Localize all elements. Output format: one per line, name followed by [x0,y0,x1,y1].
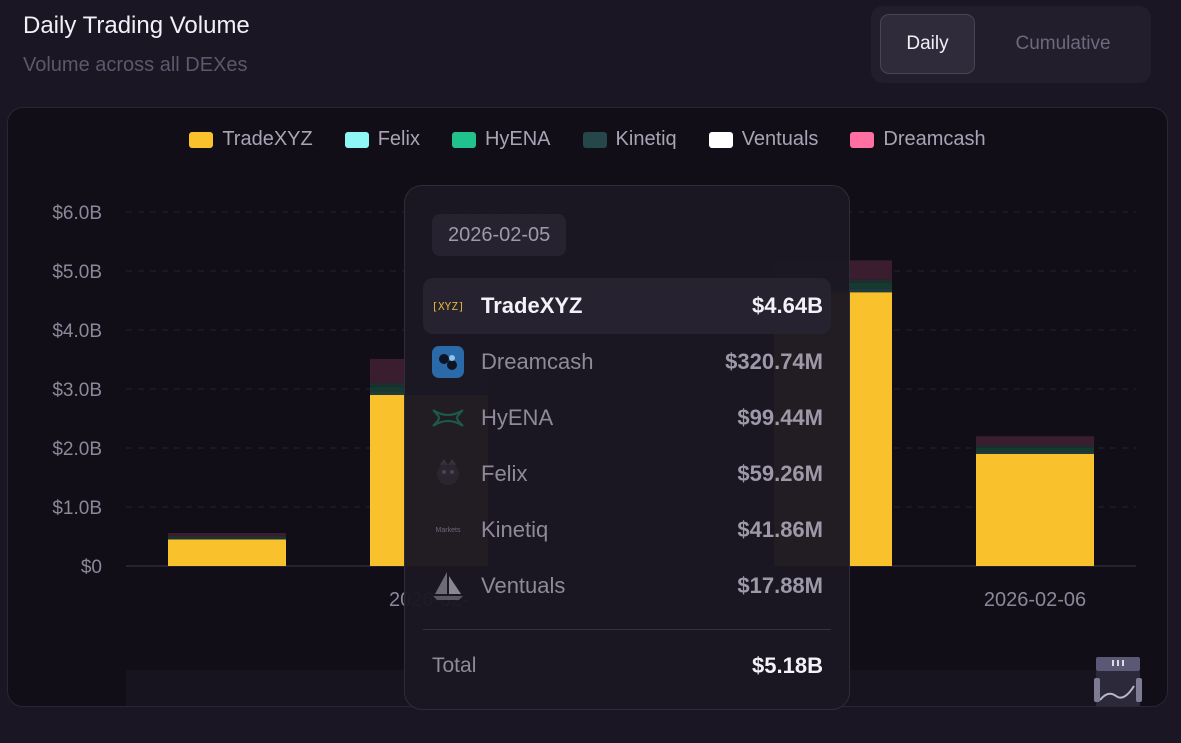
y-tick-label: $2.0B [52,439,102,460]
y-tick-label: $6.0B [52,203,102,224]
legend-swatch [451,131,476,148]
bar-dreamcash-0[interactable] [168,532,286,536]
legend-item-hyena[interactable]: HyENA [451,128,551,151]
tooltip-row-name: Dreamcash [481,349,594,374]
kinetiq-logo-text: Markets [435,526,461,534]
x-tick-label: 2026-02-06 [984,589,1086,611]
tooltip-row-dreamcash: Dreamcash $320.74M [423,334,831,390]
legend-item-dreamcash[interactable]: Dreamcash [850,128,986,151]
ventuals-logo-icon [431,569,465,603]
tooltip-total-label: Total [432,654,477,677]
y-tick-label: $5.0B [52,262,102,283]
page-subtitle: Volume across all DEXes [23,54,248,76]
tooltip-row-name: TradeXYZ [481,293,583,318]
tooltip-total-value: $5.18B [752,653,823,678]
tooltip-row-ventuals: Ventuals $17.88M [423,558,831,614]
tooltip-row-value: $320.74M [725,349,823,374]
bar-tradexyz-4[interactable] [976,453,1094,566]
legend-label: Kinetiq [615,128,677,150]
bar-felix-4[interactable] [976,451,1094,454]
tooltip-row-kinetiq: Markets Kinetiq $41.86M [423,502,831,558]
tradexyz-logo-icon: [XYZ] [431,289,465,323]
tooltip-row-name: Ventuals [481,573,566,598]
legend-label: Ventuals [741,128,819,150]
legend-item-ventuals[interactable]: Ventuals [708,128,819,151]
bar-ventuals-0[interactable] [168,535,286,537]
view-toggle: Daily Cumulative [871,6,1151,83]
legend-label: TradeXYZ [222,128,313,150]
y-tick-label: $3.0B [52,380,102,401]
bar-kinetiq-4[interactable] [976,446,1094,448]
legend-item-tradexyz[interactable]: TradeXYZ [189,128,313,151]
tooltip-date: 2026-02-05 [432,214,567,256]
tooltip-row-value: $17.88M [737,573,823,598]
legend-item-felix[interactable]: Felix [344,128,420,151]
legend-label: HyENA [484,128,551,150]
hyena-logo-icon [431,401,465,435]
bar-dreamcash-4[interactable] [976,436,1094,446]
felix-logo-icon [431,457,465,491]
tooltip-row-value: $4.64B [752,293,823,318]
bar-hyena-4[interactable] [976,448,1094,452]
tooltip-row-value: $99.44M [737,405,823,430]
legend-swatch [344,131,369,148]
bar-tradexyz-0[interactable] [168,539,286,566]
legend-swatch [582,131,607,148]
tooltip-row-name: Felix [481,461,528,486]
legend-label: Dreamcash [883,128,986,150]
dreamcash-logo-icon [431,345,465,379]
page-title: Daily Trading Volume [23,12,250,39]
bar-kinetiq-0[interactable] [168,536,286,538]
chart-navigator-icon[interactable] [1094,656,1142,706]
tooltip-divider [423,629,831,630]
y-tick-label: $1.0B [52,498,102,519]
cumulative-button[interactable]: Cumulative [1015,33,1111,54]
legend-swatch [708,131,733,148]
y-tick-label: $0 [81,557,102,578]
bar-hyena-0[interactable] [168,537,286,539]
legend-swatch [850,131,875,148]
y-tick-label: $4.0B [52,321,102,342]
chart-legend: TradeXYZ Felix HyENA Kinetiq Ventuals Dr… [8,128,1167,151]
tooltip-row-tradexyz: [XYZ] TradeXYZ $4.64B [423,278,831,334]
daily-button[interactable]: Daily [880,14,975,74]
kinetiq-logo-icon: Markets [431,513,465,547]
tooltip-row-felix: Felix $59.26M [423,446,831,502]
chart-tooltip: 2026-02-05 [XYZ] TradeXYZ $4.64B Dreamca… [404,185,850,710]
tooltip-row-name: Kinetiq [481,517,549,542]
tooltip-row-value: $41.86M [737,517,823,542]
bar-felix-0[interactable] [168,538,286,540]
tradexyz-logo-text: [XYZ] [431,299,465,313]
legend-item-kinetiq[interactable]: Kinetiq [582,128,677,151]
tooltip-row-name: HyENA [481,405,554,430]
bar-ventuals-4[interactable] [976,445,1094,447]
tooltip-row-hyena: HyENA $99.44M [423,390,831,446]
tooltip-row-value: $59.26M [737,461,823,486]
legend-label: Felix [377,128,420,150]
legend-swatch [189,131,214,148]
